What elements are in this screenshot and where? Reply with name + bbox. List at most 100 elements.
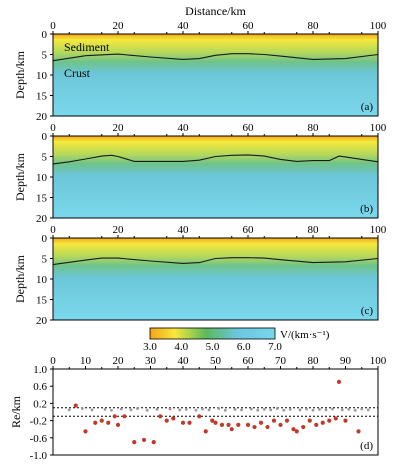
residual-point-minor <box>311 408 315 412</box>
residual-point <box>356 429 361 434</box>
residual-point <box>245 422 251 427</box>
residual-point-minor <box>194 408 198 412</box>
residual-point <box>294 429 299 434</box>
residual-point-minor <box>217 407 221 410</box>
residual-point <box>333 416 338 421</box>
x-tick-label: 60 <box>243 20 255 32</box>
residual-point <box>229 427 234 432</box>
residual-point <box>236 422 241 427</box>
residual-point <box>213 420 218 425</box>
y-tick-label: 15 <box>36 91 48 103</box>
residual-point <box>307 418 312 423</box>
colorbar-tick-label: 5.0 <box>206 341 220 353</box>
x-tick-label: 20 <box>113 355 125 367</box>
residual-point <box>197 414 202 419</box>
residual-point <box>115 422 121 427</box>
x-tick-label: 0 <box>50 355 56 367</box>
residual-point-minor <box>275 407 279 410</box>
residual-point <box>343 418 348 423</box>
y-tick-label: 0 <box>42 131 48 143</box>
residual-point-minor <box>298 408 302 412</box>
residual-point <box>171 416 176 421</box>
residual-point <box>210 418 215 423</box>
x-tick-label: 40 <box>178 20 190 32</box>
y-axis-title: Re/km <box>9 395 23 428</box>
panel-label: (a) <box>361 101 374 113</box>
residual-point-minor <box>240 408 243 412</box>
residual-point-minor <box>233 408 237 411</box>
x-axis-title: Distance/km <box>185 4 246 18</box>
y-tick-label: 20 <box>36 111 48 123</box>
x-tick-label: 20 <box>113 20 125 32</box>
residual-point-minor <box>136 407 139 410</box>
residual-point <box>320 420 325 425</box>
x-tick-label: 20 <box>113 122 125 134</box>
x-tick-label: 40 <box>178 224 190 236</box>
velocity-field <box>53 34 378 116</box>
residual-point-minor <box>178 408 182 412</box>
x-tick-label: 100 <box>370 224 387 236</box>
panel-label: (d) <box>360 440 373 452</box>
residual-point-minor <box>318 408 321 411</box>
x-tick-label: 100 <box>370 122 387 134</box>
residual-point-minor <box>119 407 123 411</box>
colorbar-tick-label: 7.0 <box>268 341 282 353</box>
velocity-colorbar: 3.0 4.0 5.0 6.0 7.0V/(km·s⁻¹) <box>143 327 330 353</box>
velocity-field <box>53 238 378 320</box>
residual-panel: 0 10 20 30 40 50 60 70 80 90 100 1.0 0.6 0.2 -0.2 -0.6 -… <box>9 355 387 462</box>
residual-point <box>73 403 78 408</box>
x-tick-label: 70 <box>275 355 287 367</box>
residual-point-minor <box>331 407 334 411</box>
residual-point <box>164 418 169 423</box>
y-tick-label: -1.0 <box>30 450 48 462</box>
x-tick-label: 0 <box>50 122 56 134</box>
residual-point <box>93 420 98 425</box>
residual-point-minor <box>110 408 113 412</box>
velocity-panel-1: 0 20 40 60 80 100 0 5 10 15 20 Depth/km (a) <box>13 20 387 123</box>
panel-label: (b) <box>360 203 373 215</box>
x-tick-label: 100 <box>370 355 387 367</box>
x-tick-label: 80 <box>308 355 320 367</box>
residual-point-minor <box>366 408 370 412</box>
residual-point <box>151 440 156 445</box>
sediment-crust-interface <box>52 257 379 266</box>
velocity-panel-2: 0 20 40 60 80 100 0 5 10 15 20 Depth/km (b) <box>13 122 387 225</box>
y-axis-title: Depth/km <box>13 50 27 99</box>
residual-point <box>132 440 137 445</box>
residual-point <box>301 424 306 430</box>
y-tick-label: -0.6 <box>30 433 48 445</box>
x-tick-label: 20 <box>113 224 125 236</box>
sediment-crust-interface <box>52 53 379 62</box>
y-tick-label: -0.2 <box>30 416 47 428</box>
residual-point-minor <box>103 408 107 411</box>
x-tick-label: 100 <box>370 20 387 32</box>
residual-point-minor <box>80 407 84 410</box>
y-tick-label: 20 <box>36 315 48 327</box>
crust-annotation: Crust <box>64 66 91 80</box>
residual-point <box>271 418 277 423</box>
y-tick-label: 15 <box>36 193 48 205</box>
residual-point <box>252 424 257 430</box>
residual-point-minor <box>249 407 253 411</box>
residual-point-minor <box>223 408 227 412</box>
residual-point <box>265 424 270 430</box>
residual-point-minor <box>305 407 308 411</box>
residual-point <box>187 420 192 425</box>
residual-point-minor <box>324 408 328 412</box>
colorbar-label: V/(km·s⁻¹) <box>280 329 330 341</box>
y-tick-label: 0 <box>42 233 48 245</box>
residual-point <box>314 422 319 427</box>
y-tick-label: 10 <box>36 70 48 82</box>
residual-point <box>284 418 290 423</box>
x-tick-label: 60 <box>243 355 255 367</box>
y-tick-label: 15 <box>36 295 48 307</box>
colorbar-tick-label: 4.0 <box>174 341 188 353</box>
residual-point-minor <box>340 408 344 412</box>
velocity-panel-3: 0 20 40 60 80 100 0 5 10 15 20 Depth/km (c) <box>13 224 387 327</box>
x-tick-label: 80 <box>308 122 320 134</box>
residual-frame <box>52 368 379 456</box>
residual-point <box>122 414 127 419</box>
residual-point-minor <box>256 408 260 412</box>
y-tick-label: 0 <box>42 29 48 41</box>
y-tick-label: 5 <box>42 254 48 266</box>
